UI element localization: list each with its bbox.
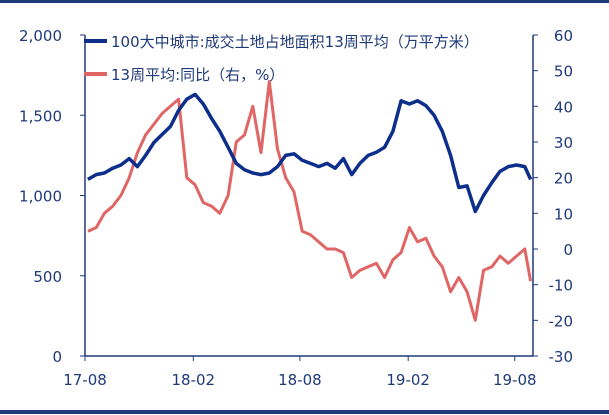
page-bottom-rule [0, 410, 609, 414]
x-tick-label: 19-02 [386, 371, 430, 389]
series-line-1 [87, 92, 533, 214]
left-y-axis-ticks: 0 500 1,000 1,500 2,000 [19, 27, 85, 366]
legend-item-series-1: 100大中城市:成交土地占地面积13周平均（万平方米） [84, 33, 479, 51]
series-line-2 [87, 79, 533, 322]
x-tick-label: 18-02 [172, 371, 216, 389]
left-y-tick-label: 2,000 [19, 27, 62, 45]
x-tick-label: 17-08 [63, 371, 107, 389]
right-y-tick-label: -10 [549, 277, 574, 295]
series-layer [87, 79, 533, 322]
right-y-tick-label: -30 [549, 348, 574, 366]
legend-label-series-2: 13周平均:同比（右，%） [111, 66, 284, 84]
x-axis-ticks: 17-08 18-02 18-08 19-02 19-08 [63, 356, 537, 389]
right-y-tick-label: 10 [554, 205, 573, 223]
left-y-tick-label: 0 [52, 348, 62, 366]
right-y-axis-ticks: -30 -20 -10 0 10 20 30 40 50 60 [533, 27, 573, 366]
right-y-tick-label: 0 [563, 241, 573, 259]
left-y-tick-label: 1,500 [19, 107, 62, 125]
right-y-tick-label: 40 [554, 98, 573, 116]
page-top-rule [0, 0, 609, 3]
right-y-tick-label: 30 [554, 134, 573, 152]
legend-label-series-1: 100大中城市:成交土地占地面积13周平均（万平方米） [111, 33, 479, 51]
left-y-tick-label: 1,000 [19, 188, 62, 206]
legend: 100大中城市:成交土地占地面积13周平均（万平方米） 13周平均:同比（右，%… [84, 33, 479, 84]
legend-item-series-2: 13周平均:同比（右，%） [84, 66, 284, 84]
right-y-tick-label: -20 [549, 312, 574, 330]
x-tick-label: 19-08 [493, 371, 537, 389]
x-tick-label: 18-08 [278, 371, 322, 389]
right-y-tick-label: 50 [554, 63, 573, 81]
right-y-tick-label: 60 [554, 27, 573, 45]
right-y-tick-label: 20 [554, 170, 573, 188]
left-y-tick-label: 500 [33, 268, 62, 286]
